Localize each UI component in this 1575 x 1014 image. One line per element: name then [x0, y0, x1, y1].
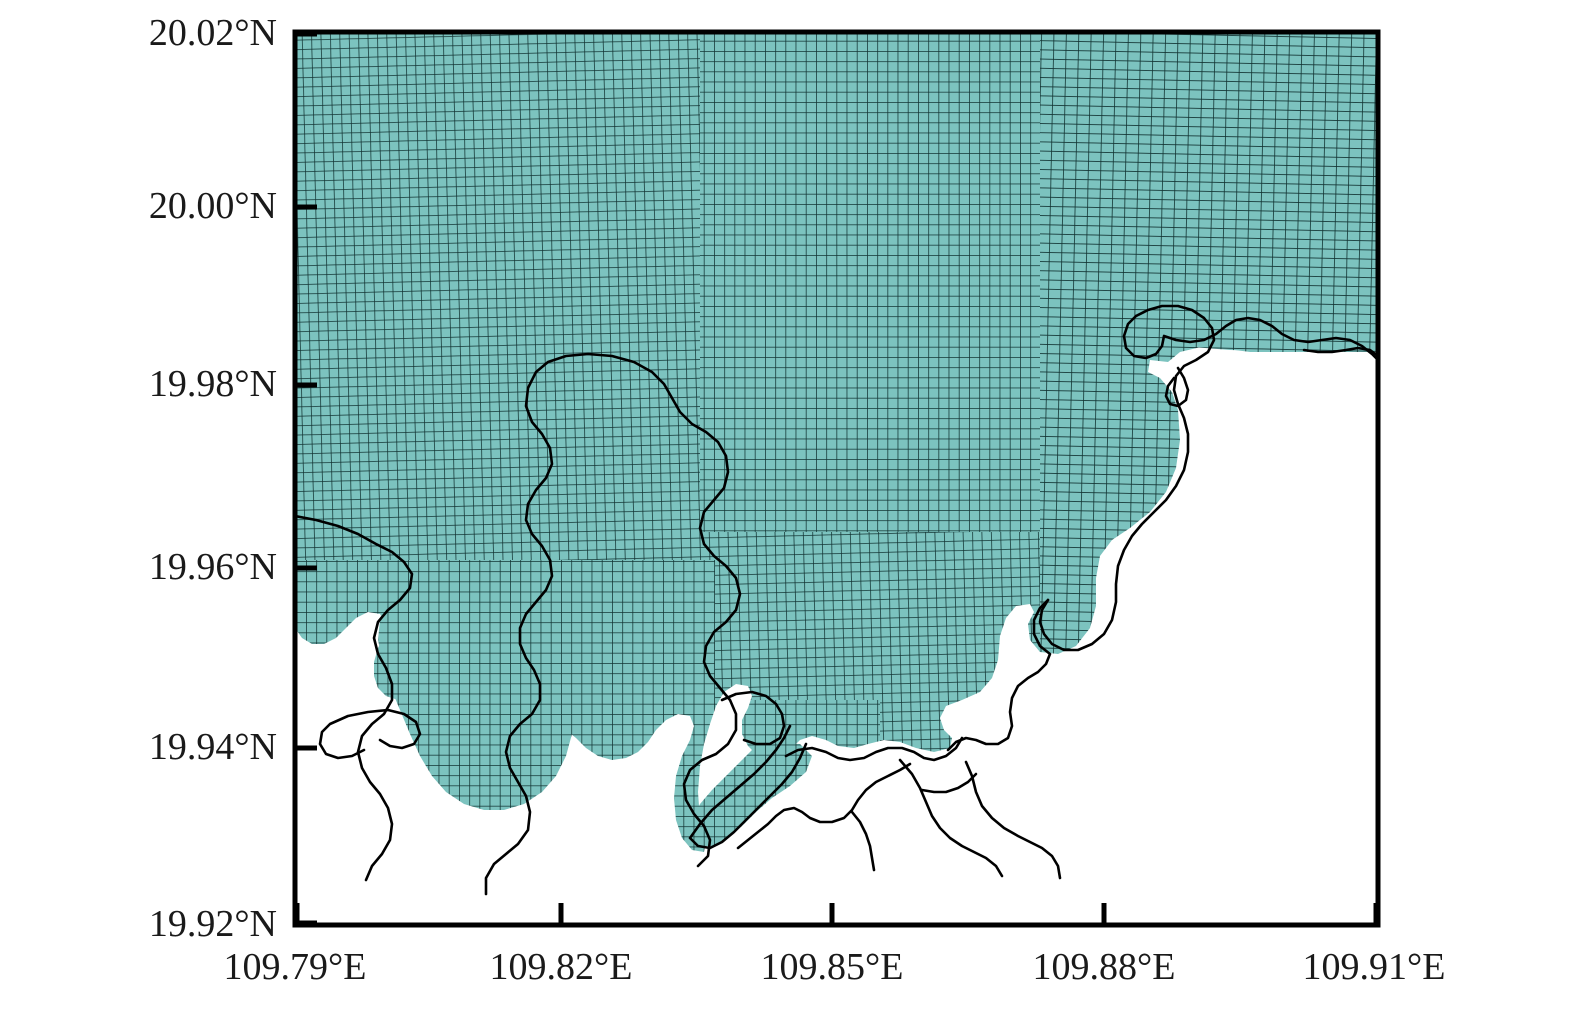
- coastline-east-hook: [1164, 366, 1190, 408]
- x-tick-label-109-91: 109.91°E: [1302, 946, 1446, 988]
- y-tick-label-20-00: 20.00°N: [148, 185, 277, 227]
- x-tick-label-109-79: 109.79°E: [223, 946, 367, 988]
- map-canvas: [295, 32, 1378, 925]
- coastline-south-neck: [720, 690, 964, 762]
- coastline-south-channel: [688, 724, 808, 850]
- coastline-far-east: [1302, 346, 1378, 358]
- coastline-south-estuary-e: [920, 772, 978, 794]
- mesh-region-east: [1040, 32, 1378, 692]
- coastline-south-estuary-c: [736, 762, 912, 850]
- coastline-east-main: [1038, 304, 1216, 652]
- coastline-south-estuary-b: [964, 760, 1062, 880]
- y-tick-label-19-98: 19.98°N: [148, 363, 277, 405]
- model-mesh-layer: [295, 32, 1378, 925]
- mesh-region-central: [700, 32, 1060, 532]
- coastline-east-lower-lobe: [946, 598, 1052, 752]
- coastline-ne-peninsula: [1122, 314, 1378, 362]
- plot-border: [292, 29, 1381, 928]
- coastline-layer: [295, 304, 1378, 896]
- y-tick-label-19-94: 19.94°N: [148, 726, 277, 768]
- x-tick-label-109-85: 109.85°E: [760, 946, 904, 988]
- y-tick-label-20-02: 20.02°N: [148, 12, 277, 54]
- x-ticks: [294, 903, 1379, 925]
- coastline-west-bay: [295, 514, 414, 882]
- x-tick-label-109-88: 109.88°E: [1032, 946, 1176, 988]
- coastline-southwest-spur: [318, 708, 422, 760]
- mesh-region-channel: [640, 700, 880, 925]
- x-tick-label-109-82: 109.82°E: [489, 946, 633, 988]
- coastline-central-peninsula: [484, 352, 742, 896]
- coastline-south-estuary-d: [850, 810, 876, 872]
- axis-frame: [292, 29, 1381, 928]
- coastline-south-estuary-a: [898, 758, 1004, 878]
- y-tick-label-19-92: 19.92°N: [148, 903, 277, 945]
- y-tick-label-19-96: 19.96°N: [148, 546, 277, 588]
